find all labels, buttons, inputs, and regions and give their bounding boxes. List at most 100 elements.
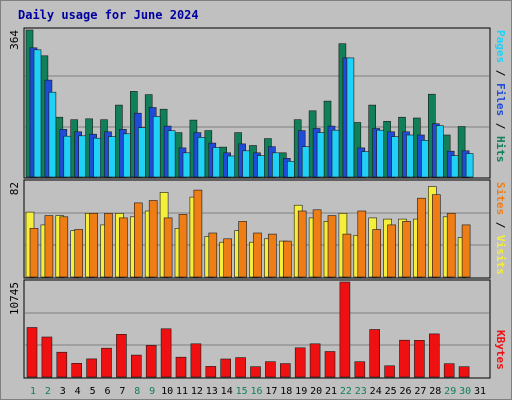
x-tick-label-20: 20	[310, 386, 322, 397]
bar-sites-day-28	[431, 194, 441, 278]
x-tick-label-2: 2	[45, 386, 51, 397]
bar-pages-day-2	[48, 91, 57, 178]
x-tick-label-1: 1	[30, 386, 36, 397]
bar-sites-day-7	[119, 217, 128, 278]
bar-sites-day-23	[357, 210, 367, 278]
panel-hits-ymax-label: 364	[8, 30, 21, 50]
bar-pages-day-25	[391, 136, 399, 178]
bar-kbytes-day-15	[235, 357, 246, 378]
legend-hits: Hits	[494, 136, 507, 163]
bar-sites-day-8	[134, 202, 143, 278]
bar-sites-day-25	[387, 224, 396, 278]
bar-kbytes-day-2	[41, 336, 53, 378]
legend-sep-1: /	[494, 63, 507, 83]
legend-kbytes: KBytes	[494, 330, 507, 370]
bar-pages-day-29	[450, 155, 459, 178]
bar-pages-day-6	[108, 136, 116, 178]
x-tick-label-26: 26	[399, 386, 411, 397]
bar-pages-day-1	[33, 49, 42, 178]
bar-pages-day-17	[272, 152, 280, 178]
bar-pages-day-24	[376, 129, 385, 178]
x-tick-label-8: 8	[134, 386, 140, 397]
bar-pages-day-4	[78, 135, 86, 178]
legend-pages: Pages	[494, 30, 507, 63]
bar-pages-day-19	[301, 146, 310, 178]
bar-sites-day-4	[74, 229, 83, 278]
x-tick-label-18: 18	[280, 386, 292, 397]
bar-sites-day-15	[238, 221, 247, 278]
bar-kbytes-day-21	[324, 351, 336, 378]
x-tick-label-16: 16	[250, 386, 262, 397]
x-tick-label-31: 31	[474, 386, 486, 397]
bar-kbytes-day-13	[205, 366, 217, 378]
bar-kbytes-day-6	[101, 347, 112, 378]
bar-pages-day-16	[257, 155, 265, 178]
bar-sites-day-22	[342, 233, 352, 278]
bar-kbytes-day-30	[458, 366, 470, 378]
bar-kbytes-day-24	[369, 329, 381, 378]
bar-pages-day-14	[227, 155, 235, 178]
bar-sites-day-16	[253, 232, 262, 278]
bar-sites-day-14	[223, 238, 232, 278]
bar-pages-day-27	[421, 140, 429, 178]
bar-pages-day-8	[138, 127, 146, 178]
bar-kbytes-day-16	[250, 366, 261, 378]
x-tick-label-11: 11	[176, 386, 188, 397]
bar-sites-day-18	[282, 240, 292, 278]
bar-kbytes-day-23	[354, 361, 366, 378]
bar-sites-day-3	[59, 216, 69, 278]
legend-sep-2: /	[494, 116, 507, 136]
bar-kbytes-day-3	[56, 351, 68, 378]
bar-pages-day-28	[435, 125, 444, 178]
x-tick-label-7: 7	[119, 386, 125, 397]
bar-kbytes-day-11	[175, 356, 187, 378]
legend-files: Files	[494, 83, 507, 116]
legend-sites: Sites	[494, 182, 507, 215]
bar-kbytes-day-10	[160, 328, 172, 378]
legend-visits: Visits	[494, 235, 507, 275]
bar-sites-day-2	[44, 215, 54, 278]
bar-sites-day-21	[327, 215, 337, 278]
panel-visits-legend: Sites / Visits	[494, 182, 507, 275]
bar-sites-day-12	[193, 189, 203, 278]
x-tick-label-14: 14	[221, 386, 233, 397]
bar-kbytes-day-4	[71, 362, 82, 378]
bar-kbytes-day-29	[443, 363, 455, 378]
bar-sites-day-29	[446, 213, 456, 278]
panel-kbytes-ymax-label: 10745	[8, 282, 21, 315]
bar-pages-day-9	[152, 116, 161, 178]
x-tick-label-25: 25	[385, 386, 397, 397]
bar-kbytes-day-26	[399, 339, 410, 378]
bar-pages-day-7	[123, 133, 131, 178]
x-tick-label-27: 27	[414, 386, 426, 397]
bar-sites-day-20	[312, 209, 322, 278]
bar-sites-day-27	[417, 197, 426, 278]
bar-kbytes-day-7	[116, 333, 127, 378]
x-tick-label-12: 12	[191, 386, 203, 397]
bar-sites-day-9	[148, 200, 158, 278]
x-tick-label-3: 3	[60, 386, 66, 397]
x-tick-label-23: 23	[355, 386, 367, 397]
panel-kbytes-legend: KBytes	[494, 330, 507, 370]
bar-pages-day-30	[465, 153, 474, 178]
bar-pages-day-23	[361, 151, 370, 178]
bar-sites-day-11	[178, 214, 188, 278]
chart-title: Daily usage for June 2024	[18, 8, 199, 22]
bar-kbytes-day-8	[131, 354, 142, 378]
bar-sites-day-10	[163, 217, 173, 278]
x-tick-label-10: 10	[161, 386, 173, 397]
x-tick-label-28: 28	[429, 386, 441, 397]
bar-pages-day-15	[242, 150, 250, 178]
bar-kbytes-day-20	[309, 343, 321, 378]
bar-pages-day-22	[346, 57, 355, 178]
bar-kbytes-day-5	[86, 358, 97, 378]
x-tick-label-6: 6	[104, 386, 110, 397]
bar-pages-day-11	[182, 152, 191, 178]
x-axis-ticks: 1 2 3 4 5 6 7 8 9 10 11 12 13 14 15 16 17 18 19 20 21 22 23 24 2…	[30, 386, 486, 397]
bar-pages-day-18	[286, 161, 295, 178]
x-tick-label-30: 30	[459, 386, 471, 397]
bar-sites-day-24	[372, 229, 382, 278]
bar-kbytes-day-1	[26, 327, 38, 378]
